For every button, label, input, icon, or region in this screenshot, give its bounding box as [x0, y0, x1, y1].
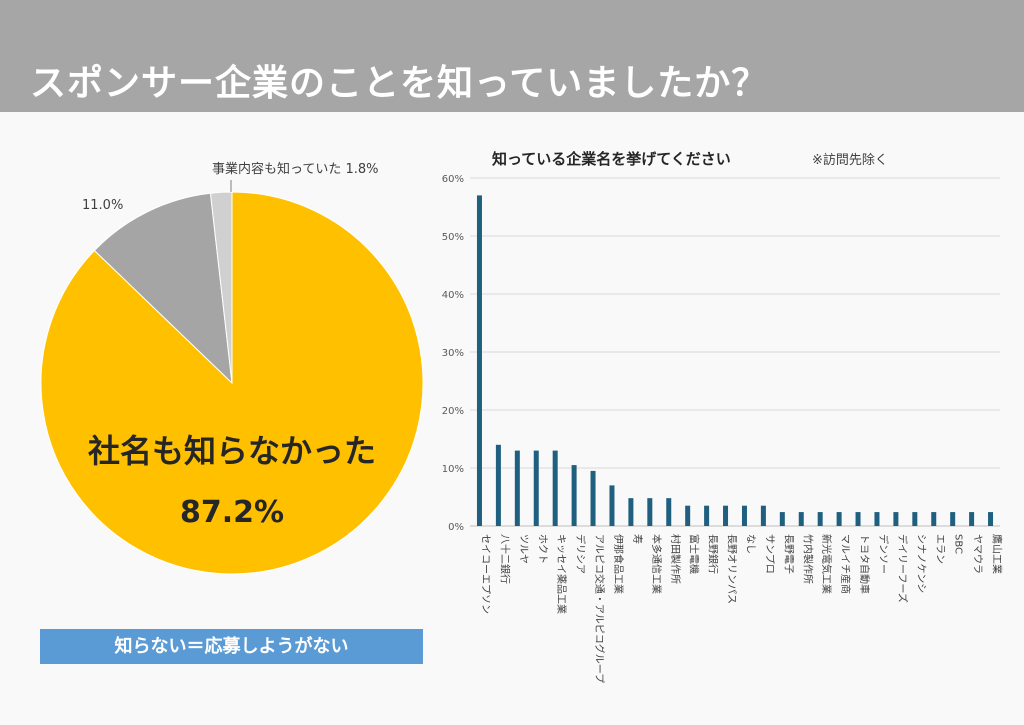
bar [590, 470, 596, 526]
bar [912, 512, 918, 526]
slice-label-main: 社名も知らなかった [88, 432, 376, 470]
x-tick-label: ヤマウラ [972, 534, 984, 574]
slide-title: スポンサー企業のことを知っていましたか？ [30, 63, 769, 104]
bar [609, 485, 615, 526]
slice-label-third: 事業内容も知っていた 1.8% [212, 161, 379, 177]
bar [893, 512, 899, 526]
bar [666, 498, 672, 526]
bar-chart-title: 知っている企業名を挙げてください [492, 150, 731, 168]
x-tick-label: セイコーエプソン [479, 534, 491, 614]
bar [855, 512, 861, 526]
bar [704, 505, 710, 526]
bar [533, 450, 539, 526]
x-tick-label: 村田製作所 [669, 534, 682, 584]
pie-slice [209, 191, 233, 384]
pie-slice [93, 192, 233, 385]
y-tick-label: 50% [442, 232, 464, 243]
y-tick-label: 30% [442, 348, 464, 359]
bar [514, 450, 520, 526]
x-tick-label: 八十二銀行 [498, 534, 511, 584]
bar [988, 512, 994, 526]
x-tick-label: トヨタ自動車 [858, 534, 871, 594]
x-tick-label: 長野電子 [782, 534, 794, 574]
x-tick-label: 新光電気工業 [820, 534, 833, 594]
x-tick-label: デリシア [574, 534, 587, 574]
slice-value-main: 87.2% [180, 495, 284, 530]
x-tick-label: 長野オリンパス [726, 534, 738, 604]
conclusion-banner: 知らない＝応募しようがない [40, 629, 423, 664]
x-tick-label: アルピコ交通・アルピコグループ [593, 534, 606, 683]
x-tick-label: 本多通信工業 [650, 534, 663, 594]
x-tick-label: SBC [953, 534, 964, 554]
x-tick-label: ホクト [536, 534, 548, 564]
bar [723, 505, 729, 526]
x-tick-label: 鷹山工業 [991, 534, 1004, 574]
x-tick-label: 長野銀行 [707, 534, 720, 574]
slide-header: スポンサー企業のことを知っていましたか？ [0, 0, 1024, 112]
bar [950, 512, 956, 526]
bar [741, 505, 747, 526]
x-tick-label: ツルヤ [517, 534, 528, 564]
x-tick-label: シナノケンシ [915, 534, 927, 593]
slice-value-second: 11.0% [82, 198, 123, 213]
x-tick-label: マルイチ産商 [839, 534, 852, 594]
bar [628, 498, 634, 526]
bar [495, 444, 501, 526]
x-tick-label: 富士電機 [688, 534, 701, 574]
bar [552, 450, 558, 526]
bar [817, 512, 823, 526]
bar [760, 505, 766, 526]
bar-chart: 知っている企業名を挙げてください ※訪問先除く 0% 10% 20% 30% 40% 50… [442, 150, 1004, 683]
bar [647, 498, 653, 526]
y-tick-label: 10% [442, 464, 464, 475]
bar [779, 512, 785, 526]
x-tick-label: デンソー [877, 534, 890, 574]
y-tick-label: 0% [448, 522, 464, 533]
y-tick-label: 40% [442, 290, 464, 301]
bar-chart-subtitle: ※訪問先除く [812, 152, 888, 168]
x-tick-label: キッセイ薬品工業 [555, 534, 568, 614]
x-tick-label: 竹内製作所 [801, 534, 814, 584]
bar [836, 512, 842, 526]
bar [685, 505, 691, 526]
x-tick-label: 寿 [631, 534, 644, 544]
y-tick-label: 20% [442, 406, 464, 417]
bar [969, 512, 975, 526]
bar [476, 195, 482, 526]
bar [571, 465, 577, 526]
bar [931, 512, 937, 526]
pie-chart: 事業内容も知っていた 1.8% 11.0% 社名も知らなかった 87.2% [40, 161, 424, 575]
x-tick-label: サンプロ [763, 534, 775, 574]
y-tick-label: 60% [442, 174, 464, 185]
x-tick-label: エラン [934, 534, 946, 564]
bar [874, 512, 880, 526]
x-tick-label: 伊那食品工業 [612, 534, 625, 594]
bar [798, 512, 804, 526]
x-tick-label: デイリーフーズ [896, 534, 909, 603]
x-tick-label: なし [744, 534, 756, 554]
